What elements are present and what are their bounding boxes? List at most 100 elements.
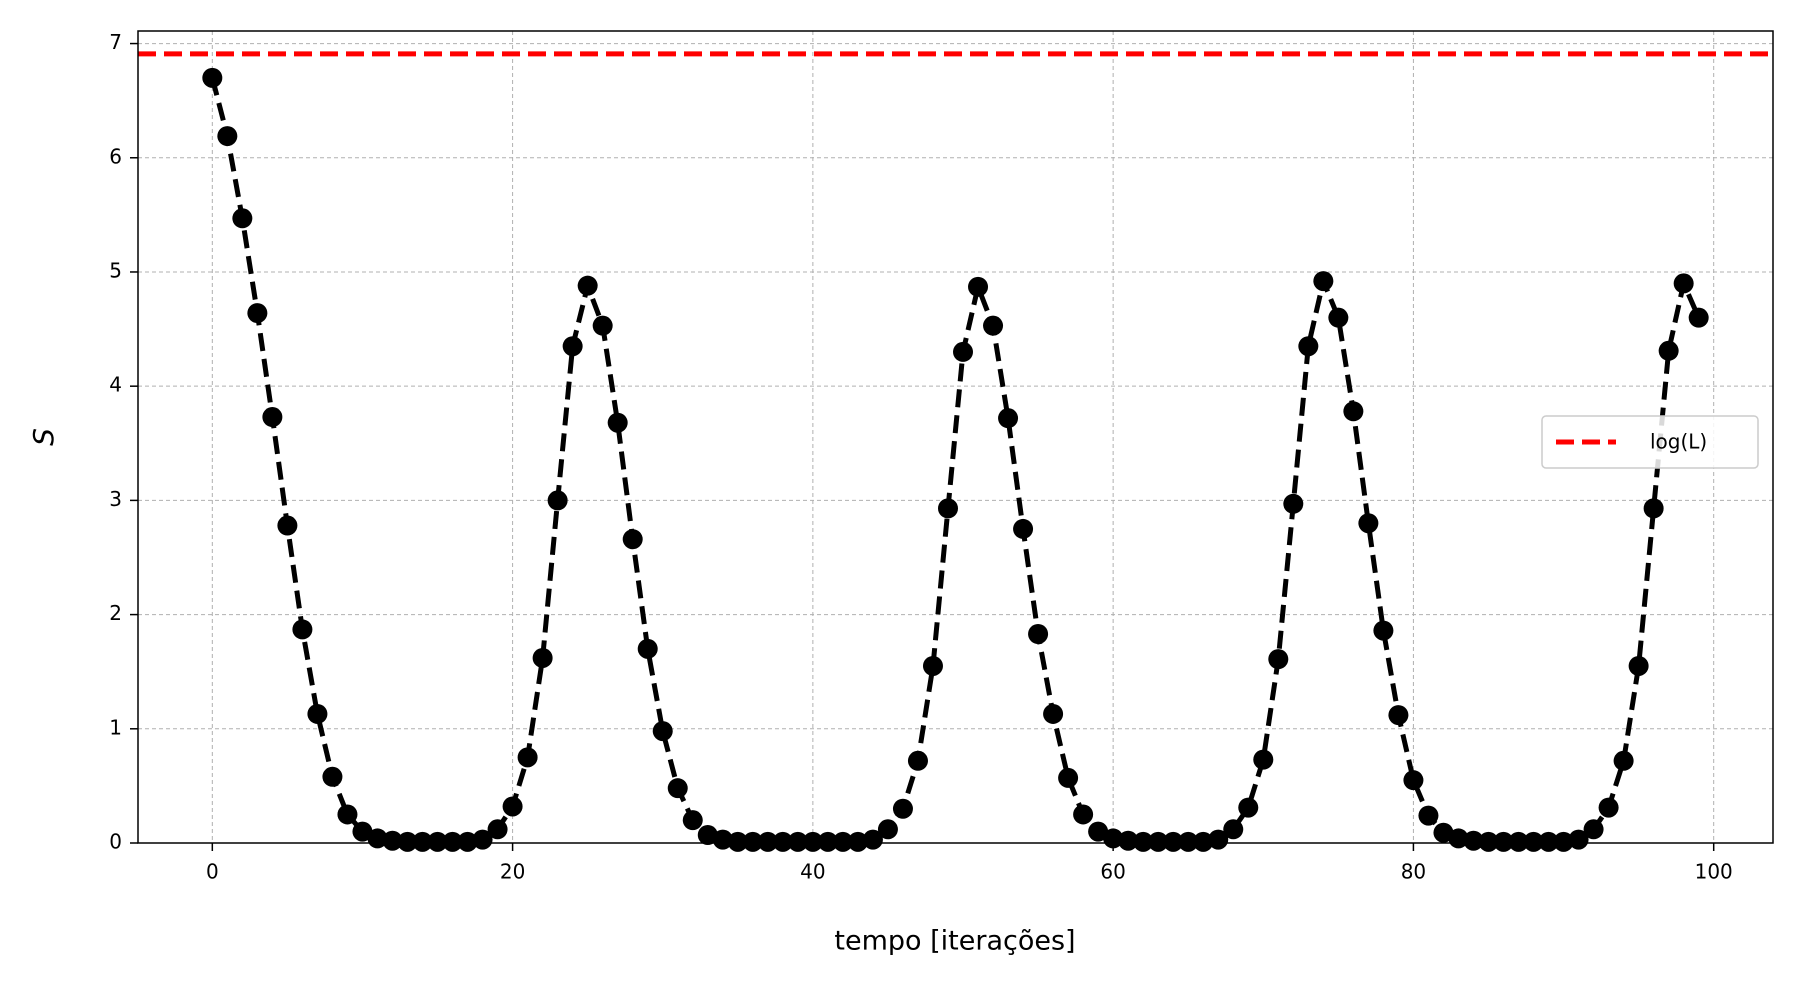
- data-point: [1193, 831, 1214, 852]
- data-point: [397, 831, 418, 852]
- data-point: [337, 804, 358, 825]
- data-point: [968, 276, 989, 297]
- data-point: [562, 336, 583, 357]
- data-point: [412, 831, 433, 852]
- y-tick-label: 0: [109, 830, 122, 854]
- data-point: [1598, 797, 1619, 818]
- data-point: [998, 408, 1019, 429]
- y-tick-label: 4: [109, 373, 122, 397]
- data-point: [577, 275, 598, 296]
- data-point: [607, 412, 628, 433]
- data-point: [1403, 770, 1424, 791]
- data-point: [262, 407, 283, 428]
- data-point: [1508, 831, 1529, 852]
- data-point: [1313, 271, 1334, 292]
- data-point: [742, 831, 763, 852]
- x-tick-label: 60: [1100, 860, 1125, 884]
- data-point: [1178, 831, 1199, 852]
- data-point: [1478, 831, 1499, 852]
- data-point: [382, 830, 403, 851]
- data-point: [547, 490, 568, 511]
- data-point: [817, 831, 838, 852]
- data-point: [847, 831, 868, 852]
- data-point: [1643, 498, 1664, 519]
- data-point: [1133, 831, 1154, 852]
- data-point: [277, 515, 298, 536]
- y-tick-label: 5: [109, 258, 122, 282]
- data-point: [727, 831, 748, 852]
- data-point: [1688, 307, 1709, 328]
- y-tick-label: 6: [109, 144, 122, 168]
- data-point: [202, 67, 223, 88]
- data-point: [1343, 401, 1364, 422]
- x-tick-label: 100: [1695, 860, 1733, 884]
- data-point: [922, 655, 943, 676]
- x-axis-label: tempo [iterações]: [834, 926, 1075, 957]
- data-point: [532, 647, 553, 668]
- data-point: [1298, 336, 1319, 357]
- data-point: [352, 821, 373, 842]
- data-point: [1073, 804, 1094, 825]
- data-point: [637, 638, 658, 659]
- data-point: [937, 498, 958, 519]
- data-point: [472, 829, 493, 850]
- data-point: [1043, 703, 1064, 724]
- data-point: [292, 619, 313, 640]
- data-point: [1628, 655, 1649, 676]
- data-point: [667, 778, 688, 799]
- data-point: [953, 341, 974, 362]
- data-point: [1388, 705, 1409, 726]
- data-point: [1673, 273, 1694, 294]
- data-point: [907, 750, 928, 771]
- data-point: [322, 766, 343, 787]
- data-point: [892, 798, 913, 819]
- data-point: [307, 703, 328, 724]
- data-point: [1268, 649, 1289, 670]
- legend-box: [1541, 415, 1759, 469]
- data-point: [217, 126, 238, 147]
- data-point: [1658, 340, 1679, 361]
- data-point: [772, 831, 793, 852]
- legend-label: log(L): [1650, 430, 1707, 454]
- x-tick-label: 0: [206, 860, 219, 884]
- data-point: [1613, 750, 1634, 771]
- data-point: [682, 810, 703, 831]
- y-tick-label: 3: [109, 487, 122, 511]
- data-point: [862, 829, 883, 850]
- data-point: [1223, 819, 1244, 840]
- data-point: [517, 747, 538, 768]
- data-point: [1328, 307, 1349, 328]
- data-point: [1208, 829, 1229, 850]
- data-point: [802, 831, 823, 852]
- y-tick-label: 1: [109, 715, 122, 739]
- data-point: [1493, 831, 1514, 852]
- axes-frame: [137, 30, 1774, 844]
- data-point: [457, 831, 478, 852]
- data-point: [1373, 620, 1394, 641]
- data-point: [877, 819, 898, 840]
- data-point: [1088, 821, 1109, 842]
- data-point: [1538, 831, 1559, 852]
- data-point: [1523, 831, 1544, 852]
- data-point: [1163, 831, 1184, 852]
- data-point: [1358, 513, 1379, 534]
- data-point: [1028, 624, 1049, 645]
- y-tick-label: 2: [109, 601, 122, 625]
- data-point: [652, 721, 673, 742]
- data-point: [1283, 493, 1304, 514]
- data-point: [1463, 830, 1484, 851]
- data-point: [487, 819, 508, 840]
- y-tick-label: 7: [109, 30, 122, 54]
- data-point: [1433, 822, 1454, 843]
- data-point: [427, 831, 448, 852]
- data-point: [1568, 829, 1589, 850]
- data-point: [1013, 518, 1034, 539]
- data-point: [1118, 830, 1139, 851]
- data-point: [1418, 805, 1439, 826]
- y-axis-label: S: [27, 428, 60, 446]
- data-point: [787, 831, 808, 852]
- data-point: [442, 831, 463, 852]
- data-point: [1583, 819, 1604, 840]
